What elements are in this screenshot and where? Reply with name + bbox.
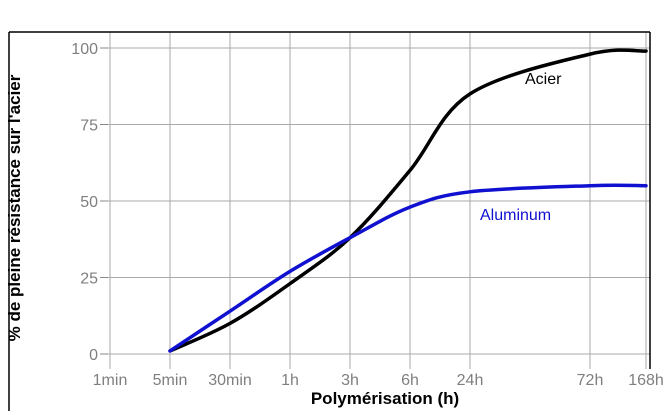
x-tick-label: 24h: [457, 372, 484, 389]
x-tick-label: 168h: [628, 372, 664, 389]
y-tick-label: 50: [80, 194, 98, 211]
grid: [100, 32, 650, 369]
x-tick-label: 30min: [208, 372, 252, 389]
x-tick-label: 1h: [281, 372, 299, 389]
series-layer: Acier Aluminum: [168, 48, 648, 353]
series-line-acier: [168, 48, 648, 353]
y-tick-label: 25: [80, 271, 98, 288]
y-axis-title: % de pleine résistance sur l'acier: [5, 74, 24, 341]
y-tick-label: 100: [71, 41, 98, 58]
x-tick-label: 1min: [93, 372, 128, 389]
series-label-aluminum: Aluminum: [480, 207, 551, 224]
x-tick-label: 5min: [153, 372, 188, 389]
x-tick-label: 6h: [401, 372, 419, 389]
plot-frame: [8, 31, 651, 411]
series-line-aluminum: [168, 183, 648, 353]
x-tick-label: 3h: [341, 372, 359, 389]
series-label-acier: Acier: [525, 71, 562, 88]
y-tick-label: 75: [80, 118, 98, 135]
y-tick-labels: 0 25 50 75 100: [71, 41, 108, 364]
x-axis-title: Polymérisation (h): [311, 389, 459, 408]
y-tick-label: 0: [89, 347, 98, 364]
x-tick-label: 72h: [577, 372, 604, 389]
x-tick-labels: 1min 5min 30min 1h 3h 6h 24h 72h 168h: [93, 372, 664, 389]
